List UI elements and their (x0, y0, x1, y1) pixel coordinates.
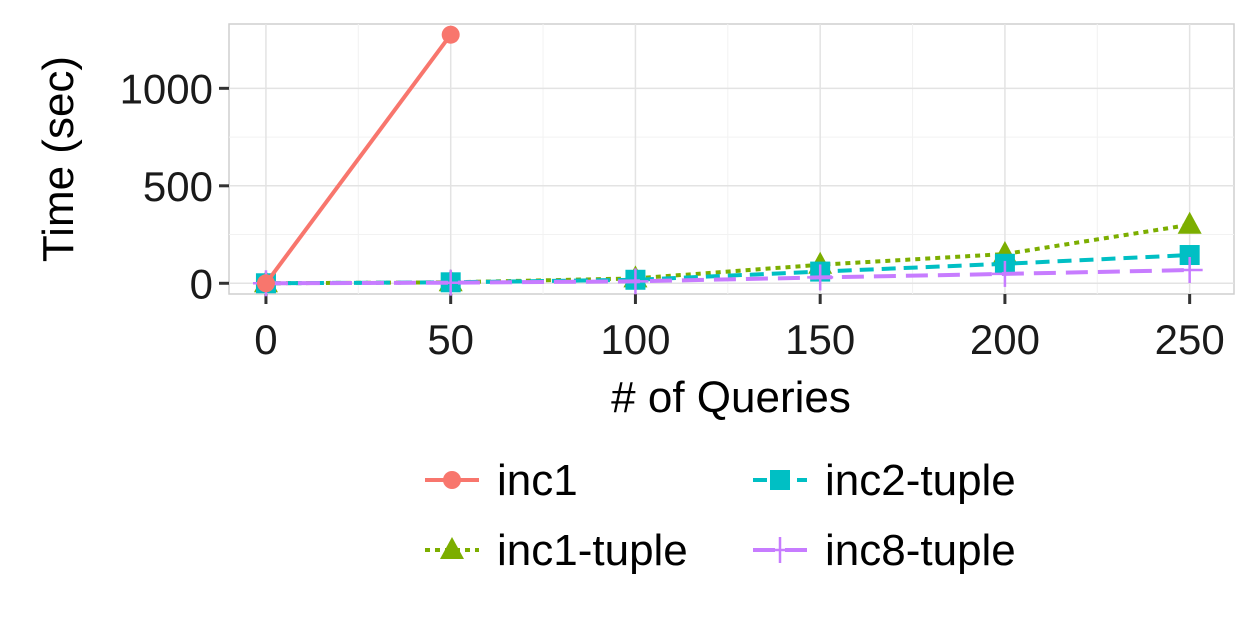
y-tick-label: 0 (190, 260, 213, 307)
data-point-inc2-tuple (1179, 245, 1200, 266)
legend-item-inc2-tuple: inc2-tuple (753, 456, 1016, 505)
legend: inc1 inc1-tuple inc2-tuple inc8-tuple (425, 456, 1016, 575)
data-point-inc8-tuple (622, 268, 649, 295)
axes: 0 50 100 150 200 250 0 500 1000 (120, 65, 1225, 363)
legend-item-inc1: inc1 (425, 456, 578, 505)
legend-item-inc1-tuple: inc1-tuple (425, 526, 688, 575)
x-tick-label: 250 (1155, 316, 1225, 363)
x-tick-label: 150 (785, 316, 855, 363)
y-tick-label: 1000 (120, 65, 213, 112)
x-axis-title: # of Queries (611, 373, 851, 422)
legend-label: inc1-tuple (497, 526, 688, 575)
series-line-inc2-tuple (265, 253, 1190, 286)
series-layer (252, 25, 1203, 297)
legend-key-marker (767, 537, 793, 563)
x-tick-label: 100 (600, 316, 670, 363)
series-line-inc8-tuple (265, 268, 1190, 286)
legend-label: inc8-tuple (825, 526, 1016, 575)
legend-item-inc8-tuple: inc8-tuple (753, 526, 1016, 575)
series-line-inc1 (264, 33, 453, 285)
x-tick-label: 50 (427, 316, 474, 363)
y-tick-label: 500 (143, 163, 213, 210)
data-point-inc8-tuple (437, 269, 464, 296)
x-tick-label: 200 (970, 316, 1040, 363)
data-point-inc8-tuple (807, 264, 834, 291)
x-tick-label: 0 (254, 316, 277, 363)
series-line-inc1-tuple (265, 222, 1190, 286)
data-point-inc8-tuple (1176, 257, 1203, 284)
data-point-inc1 (441, 25, 460, 44)
legend-key-marker (440, 537, 464, 559)
data-point-inc1 (256, 274, 275, 293)
legend-label: inc1 (497, 456, 578, 505)
legend-key-marker (770, 470, 790, 490)
data-point-inc1-tuple (1177, 211, 1202, 234)
y-axis-title: Time (sec) (34, 56, 83, 262)
plot-panel (228, 23, 1235, 295)
legend-key-marker (443, 471, 461, 489)
data-point-inc8-tuple (991, 260, 1018, 287)
legend-label: inc2-tuple (825, 456, 1016, 505)
